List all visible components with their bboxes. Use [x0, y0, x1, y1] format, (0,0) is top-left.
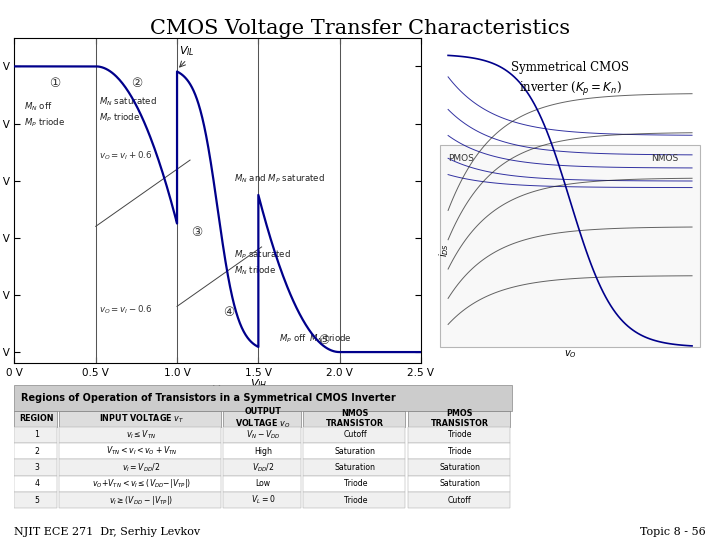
Text: ③: ③: [191, 226, 202, 239]
Bar: [14, 443, 57, 460]
Text: ④: ④: [223, 306, 235, 319]
Text: Saturation: Saturation: [439, 480, 480, 488]
Text: $v_I = V_{DD}/2$: $v_I = V_{DD}/2$: [122, 461, 161, 474]
Text: 5: 5: [35, 496, 39, 504]
Text: Triode: Triode: [448, 430, 472, 440]
Bar: [59, 443, 221, 460]
Text: 3: 3: [35, 463, 39, 472]
Text: CMOS Voltage Transfer Characteristics: CMOS Voltage Transfer Characteristics: [150, 19, 570, 38]
Text: Triode: Triode: [343, 496, 367, 504]
Bar: [303, 427, 405, 443]
Bar: [303, 443, 405, 460]
Text: $v_O$: $v_O$: [564, 348, 577, 360]
Text: NMOS
TRANSISTOR: NMOS TRANSISTOR: [326, 409, 384, 428]
Text: $V_L = 0$: $V_L = 0$: [251, 494, 276, 507]
Text: NJIT ECE 271  Dr, Serhiy Levkov: NJIT ECE 271 Dr, Serhiy Levkov: [14, 527, 201, 537]
Bar: [303, 476, 405, 492]
Text: $V_{IH}$: $V_{IH}$: [250, 377, 267, 391]
Text: ⑤: ⑤: [318, 334, 329, 347]
Bar: [223, 443, 301, 460]
Text: PMOS: PMOS: [448, 154, 474, 163]
Text: 4: 4: [35, 480, 40, 488]
Text: Symmetrical CMOS
inverter ($K_p = K_n$): Symmetrical CMOS inverter ($K_p = K_n$): [511, 60, 629, 98]
Text: $v_I \geq (V_{DD} - |V_{TP}|)$: $v_I \geq (V_{DD} - |V_{TP}|)$: [109, 494, 174, 507]
Bar: [223, 476, 301, 492]
Bar: [14, 460, 57, 476]
Text: REGION: REGION: [19, 414, 54, 423]
Text: ①: ①: [50, 77, 60, 90]
Text: $v_O{+}V_{TN}{<}v_I{\leq}(V_{DD}{-}|V_{TP}|)$: $v_O{+}V_{TN}{<}v_I{\leq}(V_{DD}{-}|V_{T…: [91, 477, 191, 490]
Text: OUTPUT
VOLTAGE $v_O$: OUTPUT VOLTAGE $v_O$: [235, 407, 291, 430]
Bar: [408, 427, 510, 443]
Bar: [59, 460, 221, 476]
Bar: [408, 410, 510, 427]
Bar: [59, 476, 221, 492]
Text: $V_{IL}$: $V_{IL}$: [179, 45, 194, 58]
Bar: [14, 492, 57, 508]
Text: $i_{DS}$: $i_{DS}$: [437, 242, 451, 256]
Text: Topic 8 - 56: Topic 8 - 56: [640, 527, 706, 537]
Text: $V_{TN} < v_I < v_O + V_{TN}$: $V_{TN} < v_I < v_O + V_{TN}$: [106, 445, 177, 457]
Text: PMOS
TRANSISTOR: PMOS TRANSISTOR: [431, 409, 489, 428]
Bar: [59, 427, 221, 443]
Bar: [408, 460, 510, 476]
Text: ②: ②: [131, 77, 142, 90]
Text: Saturation: Saturation: [335, 463, 376, 472]
Text: $v_I \leq V_{TN}$: $v_I \leq V_{TN}$: [126, 429, 156, 441]
Text: $v_O = v_I - 0.6$: $v_O = v_I - 0.6$: [99, 303, 153, 316]
Text: NMOS: NMOS: [652, 154, 678, 163]
Text: Cutoff: Cutoff: [343, 430, 367, 440]
X-axis label: $v_I$: $v_I$: [211, 384, 224, 399]
Text: $M_N$ and $M_P$ saturated: $M_N$ and $M_P$ saturated: [234, 172, 325, 185]
Text: $M_N$ saturated
$M_P$ triode: $M_N$ saturated $M_P$ triode: [99, 96, 157, 124]
Bar: [14, 385, 512, 410]
Bar: [408, 443, 510, 460]
Bar: [59, 492, 221, 508]
Text: $M_N$ off
$M_P$ triode: $M_N$ off $M_P$ triode: [24, 100, 66, 129]
Text: $V_{DD}/2$: $V_{DD}/2$: [252, 461, 274, 474]
Bar: [408, 476, 510, 492]
Bar: [223, 410, 301, 427]
Bar: [59, 410, 221, 427]
Text: Cutoff: Cutoff: [448, 496, 472, 504]
FancyBboxPatch shape: [440, 145, 700, 347]
Text: Regions of Operation of Transistors in a Symmetrical CMOS Inverter: Regions of Operation of Transistors in a…: [22, 393, 396, 403]
Bar: [14, 410, 57, 427]
Text: Triode: Triode: [343, 480, 367, 488]
Text: Saturation: Saturation: [439, 463, 480, 472]
Text: $M_P$ off  $M_N$ triode: $M_P$ off $M_N$ triode: [279, 333, 352, 345]
Bar: [14, 476, 57, 492]
Text: 2: 2: [35, 447, 39, 456]
Text: INPUT VOLTAGE $v_T$: INPUT VOLTAGE $v_T$: [99, 413, 184, 425]
Bar: [14, 427, 57, 443]
Text: $M_P$ saturated
$M_N$ triode: $M_P$ saturated $M_N$ triode: [234, 248, 291, 277]
Bar: [223, 492, 301, 508]
Bar: [303, 460, 405, 476]
Bar: [408, 492, 510, 508]
Bar: [303, 492, 405, 508]
Text: High: High: [254, 447, 272, 456]
Bar: [223, 427, 301, 443]
Bar: [223, 460, 301, 476]
Text: Saturation: Saturation: [335, 447, 376, 456]
Text: Low: Low: [256, 480, 271, 488]
Bar: [303, 410, 405, 427]
Text: $v_O = v_I + 0.6$: $v_O = v_I + 0.6$: [99, 149, 153, 162]
Text: Triode: Triode: [448, 447, 472, 456]
Text: 1: 1: [35, 430, 40, 440]
Text: $V_N - V_{DD}$: $V_N - V_{DD}$: [246, 429, 281, 441]
